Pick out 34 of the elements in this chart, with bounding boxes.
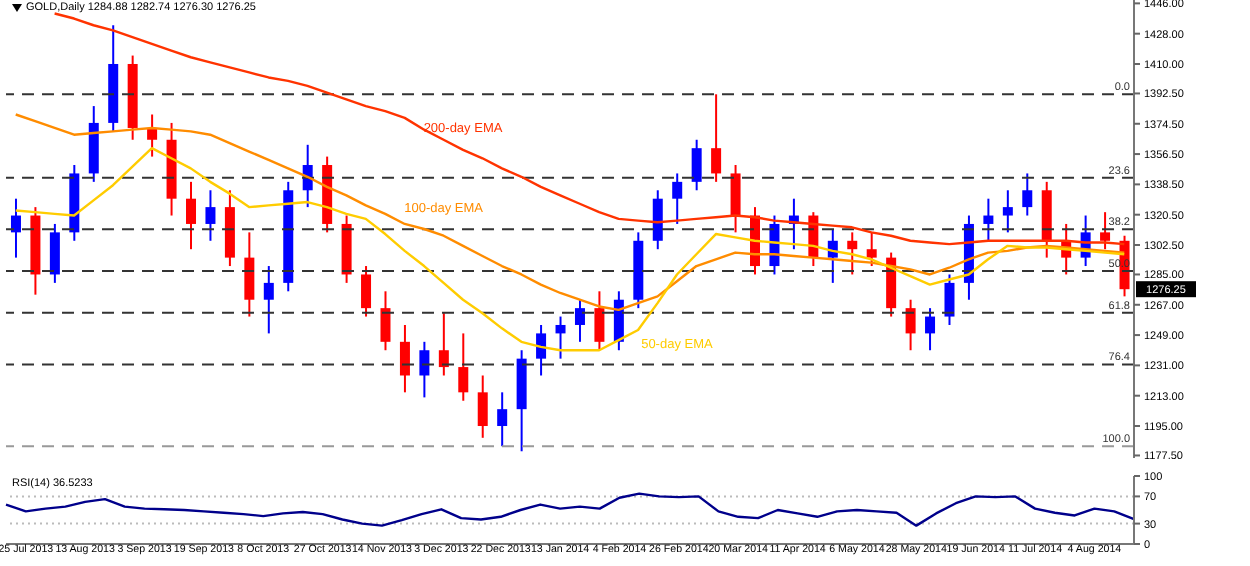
candlestick — [458, 332, 469, 402]
candlestick — [925, 307, 936, 352]
candlestick — [438, 312, 449, 377]
candlestick — [574, 298, 585, 343]
candlestick — [399, 323, 410, 394]
candlestick — [205, 189, 216, 242]
candlestick — [1022, 172, 1033, 217]
candlestick — [497, 391, 508, 448]
candlestick — [49, 222, 60, 284]
candlestick — [555, 315, 566, 360]
candlestick — [594, 290, 605, 352]
candlestick — [866, 231, 877, 268]
candlestick — [983, 197, 994, 242]
candlestick — [361, 265, 372, 318]
candlestick — [652, 189, 663, 251]
candlestick — [905, 298, 916, 352]
candlestick — [477, 374, 488, 439]
candlestick — [1002, 189, 1013, 234]
candlestick — [1100, 211, 1111, 251]
candlestick — [263, 265, 274, 335]
candlestick — [944, 273, 955, 326]
candlestick — [536, 323, 547, 377]
candlestick — [147, 113, 158, 158]
line-series — [4, 492, 1136, 527]
candlestick — [186, 180, 197, 251]
candlestick — [419, 340, 430, 399]
candlestick — [691, 138, 702, 192]
candlestick — [847, 231, 858, 276]
candlestick — [730, 164, 741, 234]
candlestick — [380, 290, 391, 352]
candlestick — [711, 93, 722, 183]
candlestick — [244, 231, 255, 318]
candlestick — [672, 172, 683, 225]
candlestick — [10, 197, 21, 259]
